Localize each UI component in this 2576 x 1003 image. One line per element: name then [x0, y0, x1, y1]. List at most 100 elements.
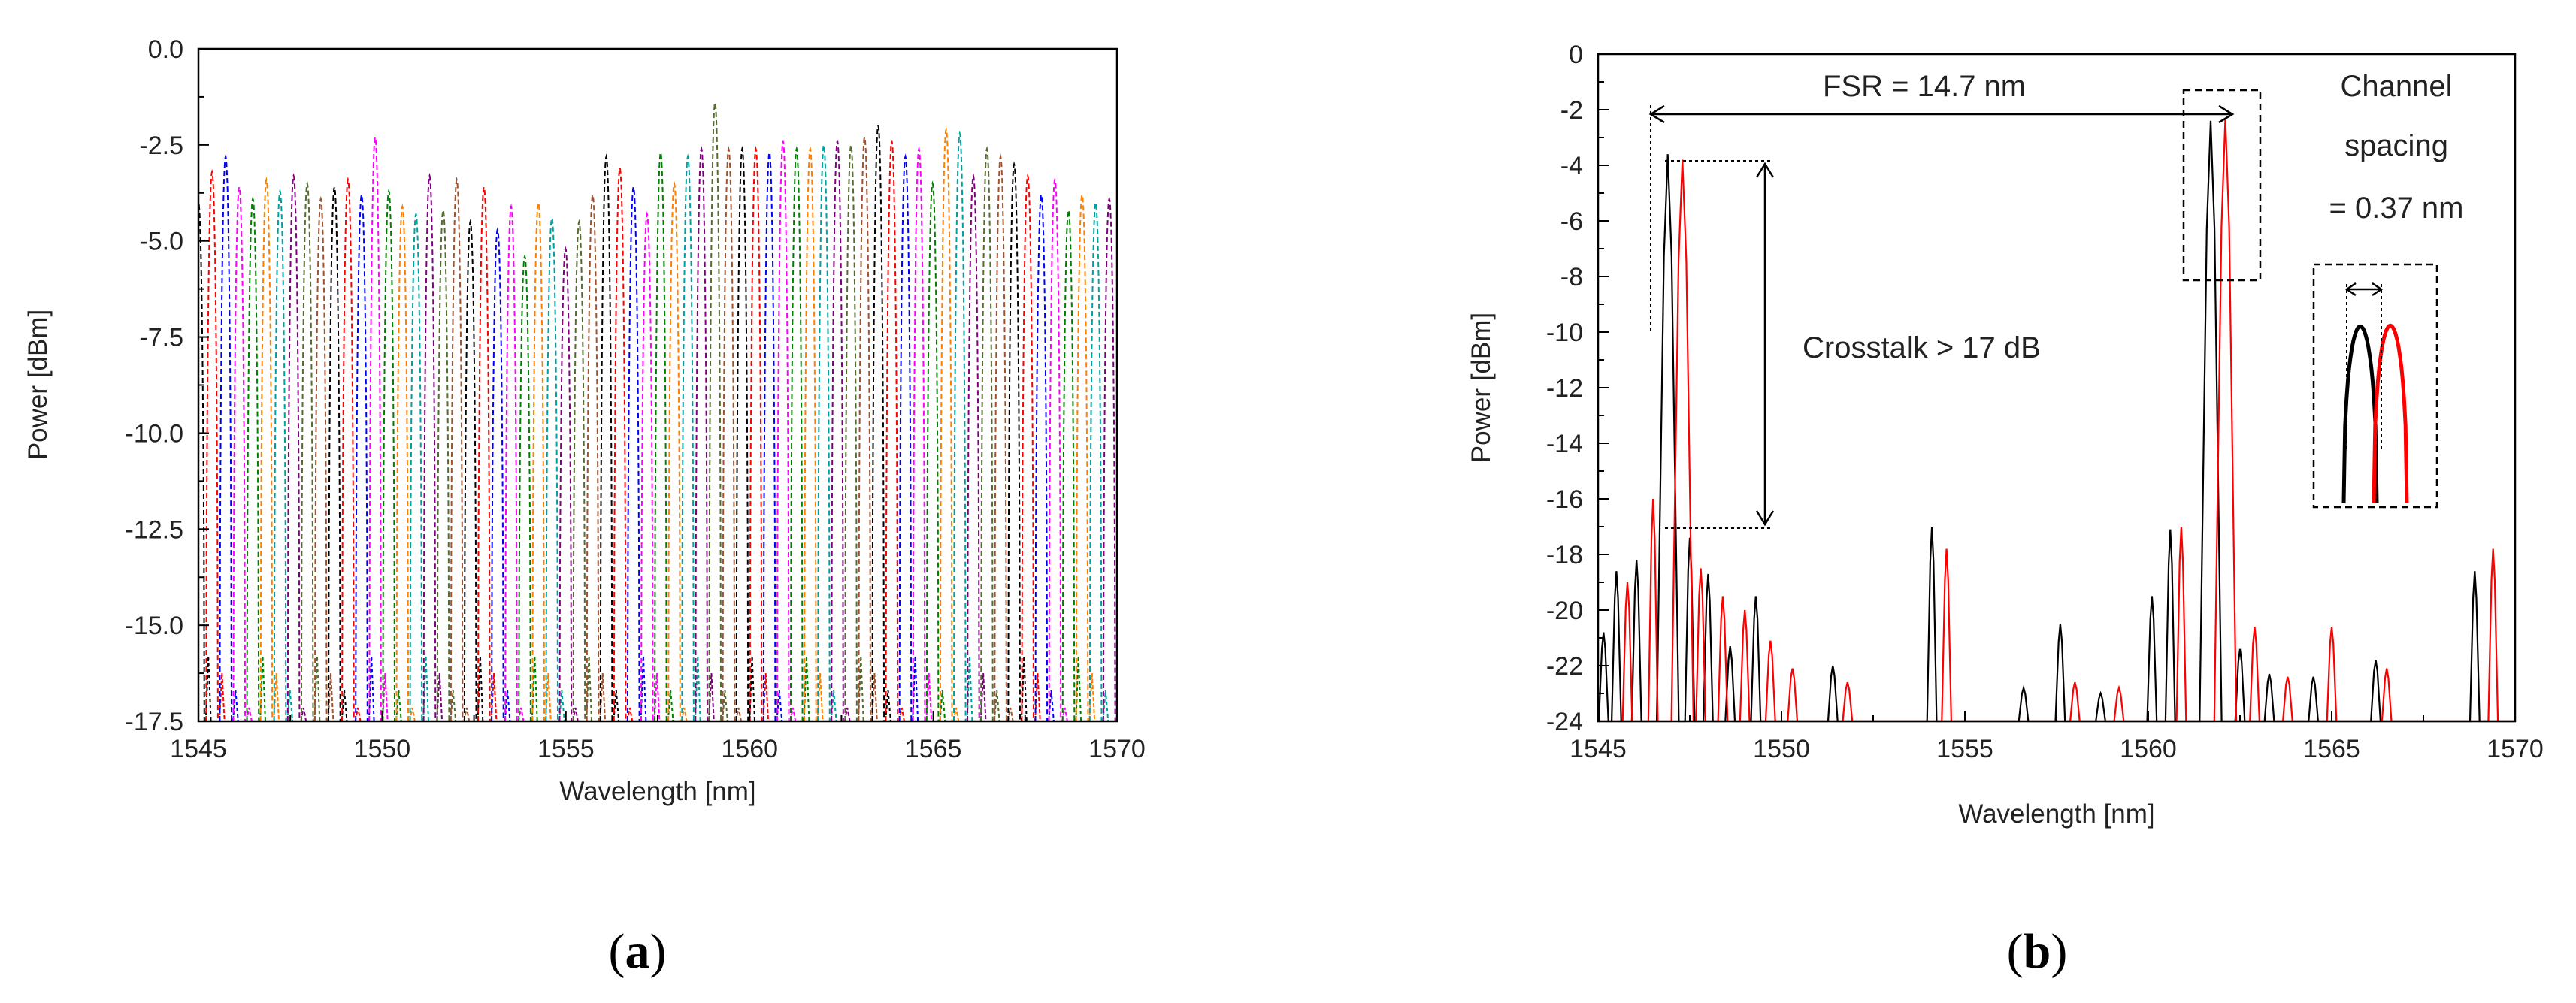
channel-sidelobe [450, 690, 457, 722]
channel-trace [613, 165, 627, 722]
chart-b: 1545 1550 1555 1560 1565 1570 0 -2 -4 -6 -8 -10 -12 -… [1467, 41, 2544, 979]
channel-sidelobe [517, 707, 525, 722]
panel-label-a: (a) [609, 924, 667, 979]
chart-b-x-axis-label: Wavelength [nm] [1958, 799, 2154, 829]
channel-zoom-source-box [2182, 89, 2262, 282]
y-tick-label: -10.0 [126, 419, 184, 448]
channel-sidelobe [993, 690, 1000, 722]
channel-trace [735, 146, 749, 722]
channel-trace [504, 204, 518, 722]
channel-trace [885, 140, 899, 722]
y-tick-label: -18 [1546, 541, 1583, 569]
channel-trace [232, 184, 247, 722]
y-tick-label: 0.0 [148, 35, 183, 64]
channel-sidelobe [939, 690, 946, 722]
chart-a-x-axis-label: Wavelength [nm] [559, 777, 755, 806]
channel-trace [762, 150, 776, 722]
channel-trace [789, 146, 804, 722]
channel-spacing-inset-traces [2341, 323, 2409, 504]
channel-trace [368, 137, 382, 722]
channel-trace [708, 102, 722, 722]
channel-sidelobe [1034, 673, 1041, 722]
channel-trace [912, 146, 926, 722]
x-tick-label: 1565 [2303, 735, 2360, 763]
channel-trace [422, 173, 437, 722]
channel-trace [300, 180, 314, 722]
y-tick-label: -5.0 [139, 228, 183, 256]
channel-trace [1048, 177, 1062, 722]
channel-trace [477, 184, 491, 722]
channel-spacing-arrow-head-left [2344, 282, 2357, 297]
channel-trace [545, 215, 558, 722]
x-tick-label: 1550 [1753, 735, 1810, 763]
channel-spacing-inset [2312, 263, 2438, 509]
channel-sidelobe [776, 690, 783, 722]
channel-trace [491, 226, 504, 722]
channel-sidelobe [816, 673, 824, 722]
channel-trace [1034, 192, 1049, 722]
channel-sidelobe [626, 707, 634, 722]
y-tick-label: -24 [1546, 708, 1583, 736]
y-tick-label: -4 [1560, 152, 1583, 180]
chart-b-y-axis-label: Power [dBm] [1467, 313, 1496, 463]
channel-sidelobe [558, 690, 565, 722]
channel-trace [681, 153, 695, 722]
channel-sidelobe [667, 690, 674, 722]
fsr-arrow-head-right [2218, 104, 2235, 124]
y-tick-label: -12.5 [126, 515, 184, 544]
channel-sidelobe [925, 673, 933, 722]
channel-sidelobe [395, 690, 402, 722]
channel-sidelobe [653, 673, 661, 722]
y-tick-label: -16 [1546, 485, 1583, 514]
channel-spacing-arrow-head-right [2372, 282, 2384, 297]
channel-sidelobe [504, 690, 511, 722]
x-tick-label: 1550 [354, 735, 411, 763]
x-tick-label: 1560 [2120, 735, 2177, 763]
channel-trace [831, 140, 844, 722]
channel-trace [1102, 195, 1116, 722]
chart-b-annotations: FSR = 14.7 nm Crosstalk > 17 dB Channel … [1648, 70, 2464, 529]
channel-sidelobe [613, 690, 620, 722]
spectrum-trace [1597, 120, 2515, 723]
channel-trace [776, 140, 790, 722]
y-tick-label: -7.5 [139, 324, 183, 352]
x-tick-label: 1555 [1936, 735, 1993, 763]
chart-a-traces [198, 102, 1116, 722]
y-tick-label: -15.0 [126, 612, 184, 640]
channel-sidelobe [409, 707, 416, 722]
channel-sidelobe [979, 673, 987, 722]
panel-label-a-letter: a [625, 924, 650, 979]
channel-trace [328, 184, 341, 722]
y-tick-label: -6 [1560, 207, 1583, 236]
y-tick-label: -2 [1560, 96, 1583, 125]
channel-sidelobe [735, 707, 742, 722]
channel-trace [259, 177, 274, 722]
channel-trace [599, 153, 613, 722]
channel-trace [341, 177, 355, 722]
channel-sidelobe [327, 673, 334, 722]
channel-sidelobe [762, 673, 770, 722]
channel-trace [286, 173, 301, 722]
channel-trace [558, 246, 573, 722]
y-tick-label: -12 [1546, 374, 1583, 403]
channel-trace [205, 168, 219, 722]
channel-sidelobe [1006, 707, 1014, 722]
channel-sidelobe [1061, 707, 1068, 722]
y-tick-label: 0 [1569, 41, 1583, 69]
channel-trace [667, 180, 681, 722]
channel-trace [722, 146, 736, 722]
channel-trace [953, 130, 967, 722]
x-tick-label: 1560 [721, 735, 778, 763]
channel-trace [1061, 207, 1076, 722]
channel-trace [436, 207, 450, 722]
channel-sidelobe [354, 707, 362, 722]
channel-trace [1075, 192, 1089, 722]
channel-sidelobe [218, 673, 226, 722]
channel-trace [871, 125, 885, 722]
channel-sidelobe [599, 673, 607, 722]
y-tick-label: -14 [1546, 430, 1583, 458]
channel-spacing-line-3: = 0.37 nm [2329, 192, 2463, 225]
chart-a-plot-frame [197, 47, 1118, 723]
channel-sidelobe [1088, 673, 1096, 722]
